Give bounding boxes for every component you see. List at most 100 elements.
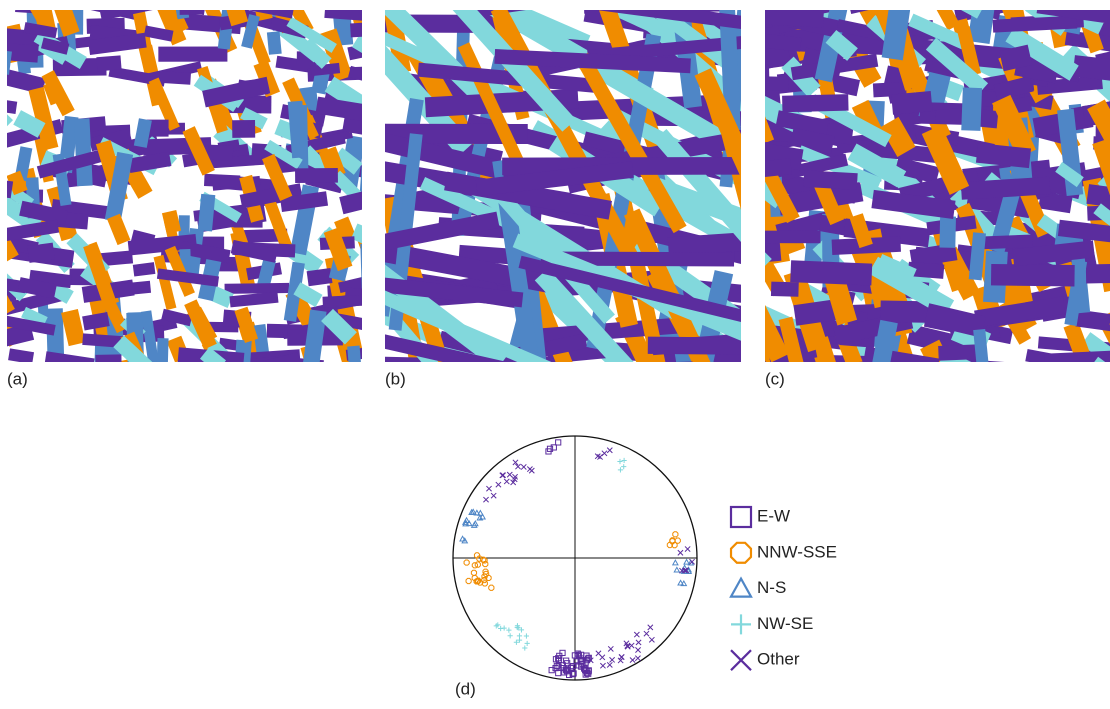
marker [510,479,517,486]
marker [528,467,535,474]
fracture [0,88,6,146]
fracture [105,280,152,298]
fracture [937,10,985,19]
marker [647,624,654,631]
legend-label: E-W [757,506,790,525]
fracture [909,242,958,268]
fracture [215,10,249,27]
marker [689,558,695,565]
marker [648,636,655,643]
marker [513,639,519,645]
marker [617,467,624,473]
fracture [36,149,102,179]
marker [617,657,624,664]
fracture [1036,10,1110,24]
fracture [362,218,379,246]
fracture [0,27,2,58]
fracture [315,96,362,125]
fracture [286,16,337,53]
marker [512,459,519,466]
fracture [262,153,293,202]
fracture-map [765,0,1110,362]
fracture [324,10,362,22]
fracture [0,186,1,203]
fracture [44,351,95,362]
fracture [294,0,345,4]
legend-label: NNW-SSE [757,542,837,561]
fracture [385,285,584,362]
marker [459,535,467,542]
panel-label: (b) [385,369,406,388]
fracture [111,0,127,7]
marker [463,559,470,566]
fracture [280,191,329,213]
fracture [283,261,305,322]
marker [524,640,530,647]
fracture [871,319,898,362]
fracture [196,10,243,11]
fracture [667,228,741,256]
fracture [841,0,887,9]
marker [729,505,753,529]
marker [683,558,691,565]
marker [617,458,623,465]
fracture [960,176,1051,200]
fracture [148,77,180,131]
marker [555,439,562,446]
fracture [266,31,282,55]
fracture [975,142,1032,169]
fracture [574,52,687,234]
fracture [241,14,260,49]
fracture [321,308,357,345]
fracture [184,299,217,350]
marker [495,622,501,628]
marker [569,671,577,678]
marker [564,666,571,674]
fracture [647,336,741,356]
fracture [158,46,228,62]
fracture [146,119,169,137]
fracture [40,37,70,55]
marker [621,464,627,470]
fracture [385,311,563,362]
marker [618,654,625,661]
fracture [203,173,241,188]
marker [500,472,507,479]
fracture [224,282,290,294]
fracture [798,361,882,362]
fracture [306,268,333,287]
fracture [7,219,60,242]
marker [480,556,487,563]
fracture [7,197,19,263]
fracture [925,37,989,96]
fracture [132,10,153,54]
marker [673,566,681,573]
marker [634,655,641,662]
marker [522,645,528,651]
fracture [518,255,741,344]
fracture [28,86,59,151]
marker [514,624,520,630]
fracture [338,272,362,294]
marker [677,579,685,586]
fracture [339,188,362,215]
fracture [82,333,127,349]
fracture [992,15,1078,33]
marker [729,541,753,564]
fracture [310,0,362,3]
fracture [260,352,301,362]
fracture [921,125,970,195]
fracture [7,62,46,95]
marker [643,630,650,637]
marker [495,481,502,488]
fracture [798,10,883,18]
fracture [161,209,182,235]
fracture [990,263,1075,287]
fracture-map [0,0,379,362]
marker [575,651,583,658]
fracture [993,75,1034,101]
marker [629,657,636,664]
fracture [155,338,169,362]
fracture [300,38,332,69]
fracture [208,144,234,161]
